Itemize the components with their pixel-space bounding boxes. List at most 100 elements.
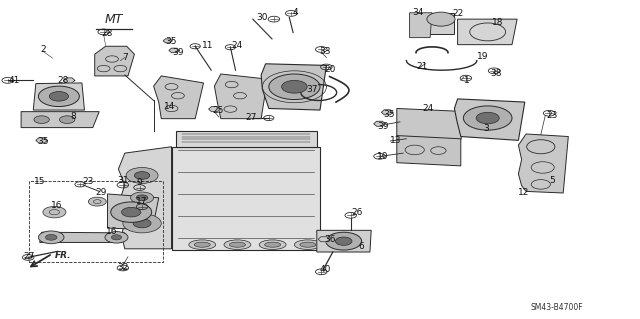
Polygon shape <box>209 107 220 112</box>
Polygon shape <box>95 46 134 76</box>
Polygon shape <box>40 232 125 242</box>
Circle shape <box>131 192 154 204</box>
Text: 23: 23 <box>546 111 557 120</box>
Ellipse shape <box>224 240 251 249</box>
Circle shape <box>269 74 320 100</box>
Polygon shape <box>163 39 172 43</box>
Text: 35: 35 <box>166 37 177 46</box>
Text: 28: 28 <box>102 29 113 38</box>
Circle shape <box>133 219 151 228</box>
Polygon shape <box>410 13 432 38</box>
Text: 34: 34 <box>412 8 424 17</box>
Text: 20: 20 <box>324 65 335 74</box>
Polygon shape <box>214 74 268 119</box>
Text: 4: 4 <box>293 8 298 17</box>
Text: 9: 9 <box>137 178 142 187</box>
Circle shape <box>43 206 66 218</box>
Text: 22: 22 <box>452 9 463 18</box>
Polygon shape <box>63 78 75 83</box>
Text: 27: 27 <box>23 252 35 261</box>
Text: 35: 35 <box>383 110 395 119</box>
Text: 39: 39 <box>172 48 184 57</box>
Text: 5: 5 <box>549 176 554 185</box>
Text: 10: 10 <box>377 152 388 161</box>
Text: 32: 32 <box>117 263 129 272</box>
Text: 26: 26 <box>351 208 363 217</box>
Text: 13: 13 <box>390 137 401 145</box>
Polygon shape <box>36 138 47 143</box>
Text: 23: 23 <box>83 177 94 186</box>
Circle shape <box>45 234 57 240</box>
Ellipse shape <box>230 242 246 247</box>
Circle shape <box>326 232 362 250</box>
Ellipse shape <box>195 242 210 247</box>
Polygon shape <box>317 230 371 252</box>
Circle shape <box>88 197 106 206</box>
Text: 24: 24 <box>231 41 243 50</box>
Text: 30: 30 <box>257 13 268 22</box>
Circle shape <box>335 237 352 245</box>
Circle shape <box>60 116 75 123</box>
Text: 37: 37 <box>306 85 317 94</box>
Circle shape <box>111 235 122 240</box>
Polygon shape <box>397 108 467 140</box>
Circle shape <box>136 195 148 201</box>
Polygon shape <box>169 48 179 53</box>
Ellipse shape <box>300 242 316 247</box>
Text: 12: 12 <box>518 189 529 197</box>
Circle shape <box>463 106 512 130</box>
Polygon shape <box>397 136 461 166</box>
Text: 24: 24 <box>422 104 433 113</box>
Polygon shape <box>518 134 568 193</box>
Polygon shape <box>381 110 393 115</box>
Text: 15: 15 <box>34 177 45 186</box>
Text: 16: 16 <box>51 201 62 210</box>
Polygon shape <box>458 19 517 45</box>
Text: MT: MT <box>105 13 123 26</box>
Text: 16: 16 <box>106 227 118 236</box>
Text: 7: 7 <box>122 53 127 62</box>
Polygon shape <box>154 76 204 119</box>
Ellipse shape <box>265 242 280 247</box>
Text: 27: 27 <box>246 113 257 122</box>
Circle shape <box>105 232 128 243</box>
Polygon shape <box>21 112 99 128</box>
Ellipse shape <box>294 240 321 249</box>
Polygon shape <box>108 194 159 230</box>
Circle shape <box>38 86 79 107</box>
Text: FR.: FR. <box>54 251 71 260</box>
Ellipse shape <box>189 240 216 249</box>
Text: 6: 6 <box>359 242 364 251</box>
Polygon shape <box>118 147 172 249</box>
Circle shape <box>282 80 307 93</box>
Circle shape <box>34 116 49 123</box>
Text: 28: 28 <box>57 76 68 85</box>
Text: SM43-B4700F: SM43-B4700F <box>531 303 583 312</box>
Circle shape <box>49 92 68 101</box>
Circle shape <box>134 172 150 179</box>
Text: 35: 35 <box>38 137 49 146</box>
Circle shape <box>126 167 158 183</box>
Circle shape <box>123 214 161 233</box>
Bar <box>29 181 163 262</box>
Circle shape <box>111 202 152 222</box>
Text: 19: 19 <box>477 52 489 61</box>
Text: 33: 33 <box>319 47 331 56</box>
Text: 2: 2 <box>41 45 46 54</box>
Text: 11: 11 <box>202 41 214 50</box>
Polygon shape <box>176 131 317 147</box>
Text: 40: 40 <box>319 265 331 274</box>
Text: 14: 14 <box>164 102 175 111</box>
Text: 18: 18 <box>492 18 504 27</box>
Polygon shape <box>172 147 320 250</box>
Polygon shape <box>374 121 385 126</box>
Text: 21: 21 <box>417 63 428 71</box>
Text: 38: 38 <box>490 69 502 78</box>
Text: 1: 1 <box>465 76 470 85</box>
Circle shape <box>122 207 141 217</box>
Polygon shape <box>261 64 326 110</box>
Text: 17: 17 <box>136 197 148 206</box>
Ellipse shape <box>259 240 286 249</box>
Polygon shape <box>428 13 454 34</box>
Text: 31: 31 <box>117 176 129 185</box>
